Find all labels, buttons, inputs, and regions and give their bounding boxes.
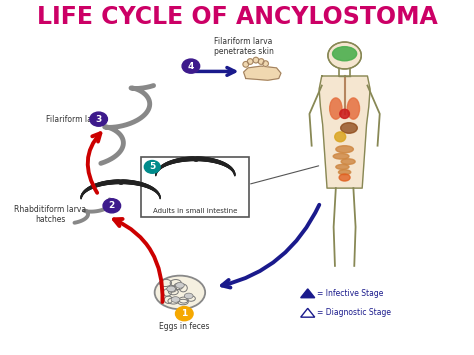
Ellipse shape — [247, 59, 253, 64]
Ellipse shape — [184, 293, 193, 299]
Text: 5: 5 — [149, 162, 155, 171]
Circle shape — [175, 307, 193, 321]
Text: Adults in small intestine: Adults in small intestine — [153, 208, 237, 214]
Text: Filariform larva
penetrates skin: Filariform larva penetrates skin — [214, 37, 274, 56]
FancyBboxPatch shape — [141, 157, 249, 218]
Ellipse shape — [335, 132, 346, 142]
Ellipse shape — [253, 57, 259, 63]
Ellipse shape — [339, 174, 350, 181]
Circle shape — [144, 160, 160, 173]
Circle shape — [328, 42, 361, 69]
Text: = Diagnostic Stage: = Diagnostic Stage — [318, 308, 392, 317]
Ellipse shape — [333, 47, 357, 61]
Text: 4: 4 — [188, 62, 194, 71]
Text: LIFE CYCLE OF ANCYLOSTOMA: LIFE CYCLE OF ANCYLOSTOMA — [36, 5, 438, 29]
Polygon shape — [319, 76, 370, 188]
Circle shape — [90, 112, 108, 126]
Text: 3: 3 — [96, 115, 102, 124]
Text: 2: 2 — [109, 201, 115, 210]
Ellipse shape — [243, 61, 249, 67]
Ellipse shape — [340, 109, 349, 119]
Ellipse shape — [336, 164, 349, 169]
Polygon shape — [301, 289, 315, 298]
Text: 1: 1 — [181, 309, 187, 318]
Text: Eggs in feces: Eggs in feces — [159, 322, 210, 331]
Ellipse shape — [341, 159, 355, 164]
Text: = Infective Stage: = Infective Stage — [318, 289, 384, 297]
Ellipse shape — [263, 61, 268, 66]
Ellipse shape — [258, 59, 264, 64]
Ellipse shape — [175, 283, 184, 288]
Circle shape — [182, 59, 200, 73]
Ellipse shape — [330, 98, 342, 119]
Ellipse shape — [155, 275, 205, 309]
Ellipse shape — [338, 170, 351, 175]
Ellipse shape — [336, 146, 354, 153]
Text: Rhabditiform larva
hatches: Rhabditiform larva hatches — [14, 205, 86, 224]
Ellipse shape — [171, 297, 180, 302]
Ellipse shape — [333, 153, 349, 159]
Text: Filariform larva: Filariform larva — [46, 115, 104, 124]
Polygon shape — [244, 66, 281, 80]
Circle shape — [103, 199, 120, 213]
Ellipse shape — [347, 98, 360, 119]
Ellipse shape — [167, 286, 175, 292]
Ellipse shape — [341, 123, 357, 133]
